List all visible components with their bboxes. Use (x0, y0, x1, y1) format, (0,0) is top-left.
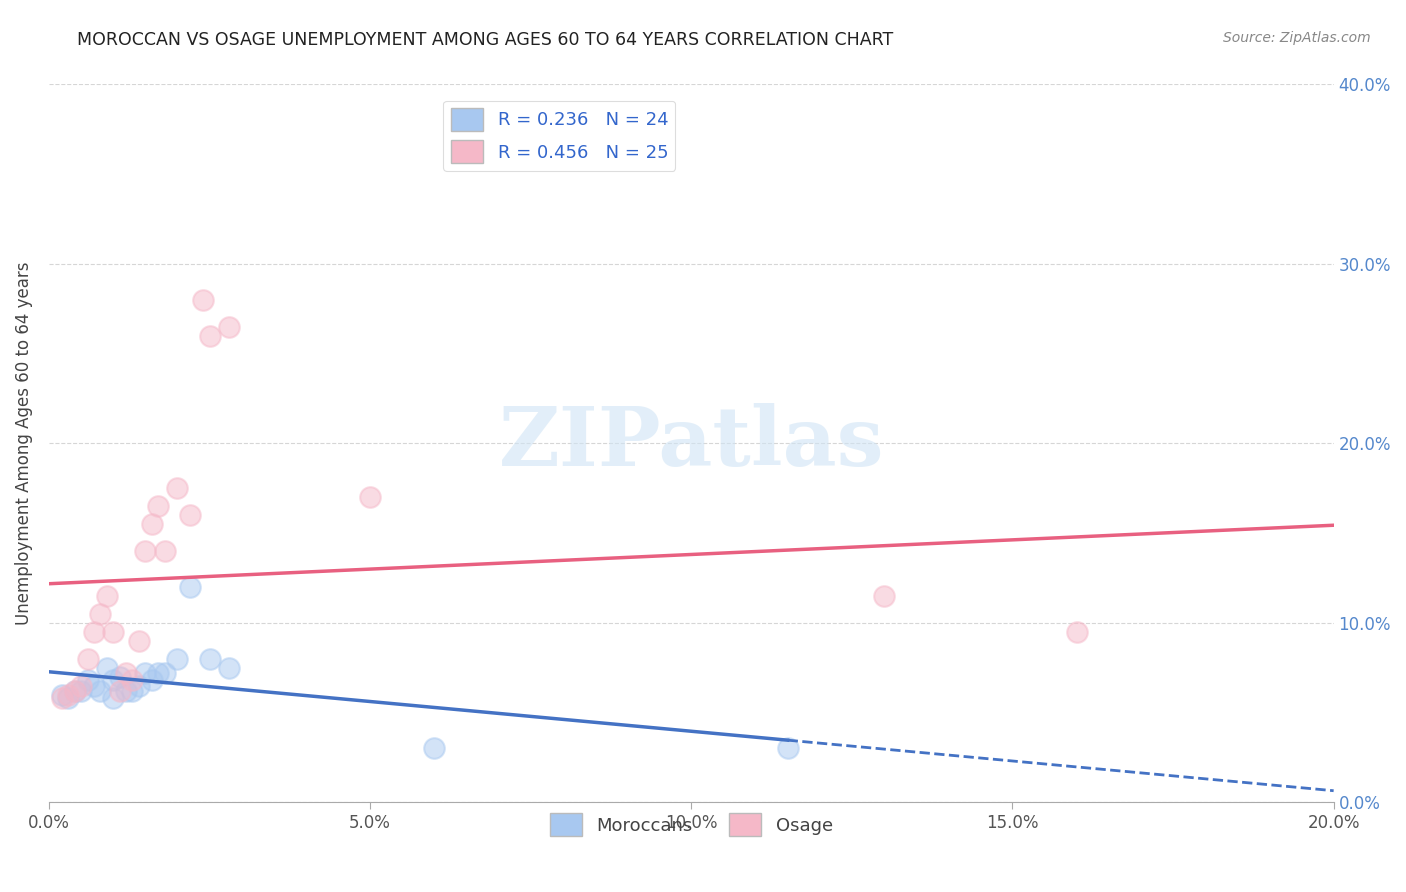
Point (146, 666, 169, 681)
Point (76, 673, 98, 688)
Point (141, 517, 163, 532)
Point (108, 684, 131, 698)
Point (96, 661, 118, 675)
Point (103, 624, 125, 639)
Point (108, 670, 131, 684)
Point (51, 691, 73, 706)
Point (153, 544, 176, 558)
Point (166, 481, 188, 495)
Point (121, 684, 143, 698)
Point (83, 624, 105, 639)
Point (89, 607, 111, 621)
Legend: Moroccans, Osage: Moroccans, Osage (543, 805, 841, 844)
Point (1066, 624, 1088, 639)
Point (179, 580, 201, 594)
Point (198, 651, 221, 665)
Point (359, 490, 381, 504)
Point (103, 673, 125, 688)
Point (63, 684, 86, 698)
Text: Source: ZipAtlas.com: Source: ZipAtlas.com (1223, 31, 1371, 45)
Point (96, 589, 118, 603)
Point (51, 688, 73, 702)
Point (89, 684, 111, 698)
Point (58, 688, 80, 702)
Point (191, 293, 214, 307)
Point (70, 679, 93, 693)
Point (76, 651, 98, 665)
Point (115, 666, 138, 681)
Point (873, 589, 896, 603)
Point (128, 633, 150, 648)
Point (134, 666, 156, 681)
Point (58, 691, 80, 706)
Text: MOROCCAN VS OSAGE UNEMPLOYMENT AMONG AGES 60 TO 64 YEARS CORRELATION CHART: MOROCCAN VS OSAGE UNEMPLOYMENT AMONG AGE… (77, 31, 894, 49)
Point (103, 691, 125, 706)
Point (423, 741, 446, 756)
Point (83, 679, 105, 693)
Y-axis label: Unemployment Among Ages 60 to 64 years: Unemployment Among Ages 60 to 64 years (15, 261, 32, 625)
Point (776, 741, 799, 756)
Point (128, 679, 150, 693)
Text: ZIPatlas: ZIPatlas (499, 403, 884, 483)
Point (166, 651, 188, 665)
Point (63, 684, 86, 698)
Point (115, 684, 138, 698)
Point (121, 673, 143, 688)
Point (134, 544, 156, 558)
Point (198, 328, 221, 343)
Point (153, 666, 176, 681)
Point (146, 499, 169, 513)
Point (141, 673, 163, 688)
Point (70, 684, 93, 698)
Point (218, 661, 240, 675)
Point (218, 319, 240, 334)
Point (179, 508, 201, 523)
